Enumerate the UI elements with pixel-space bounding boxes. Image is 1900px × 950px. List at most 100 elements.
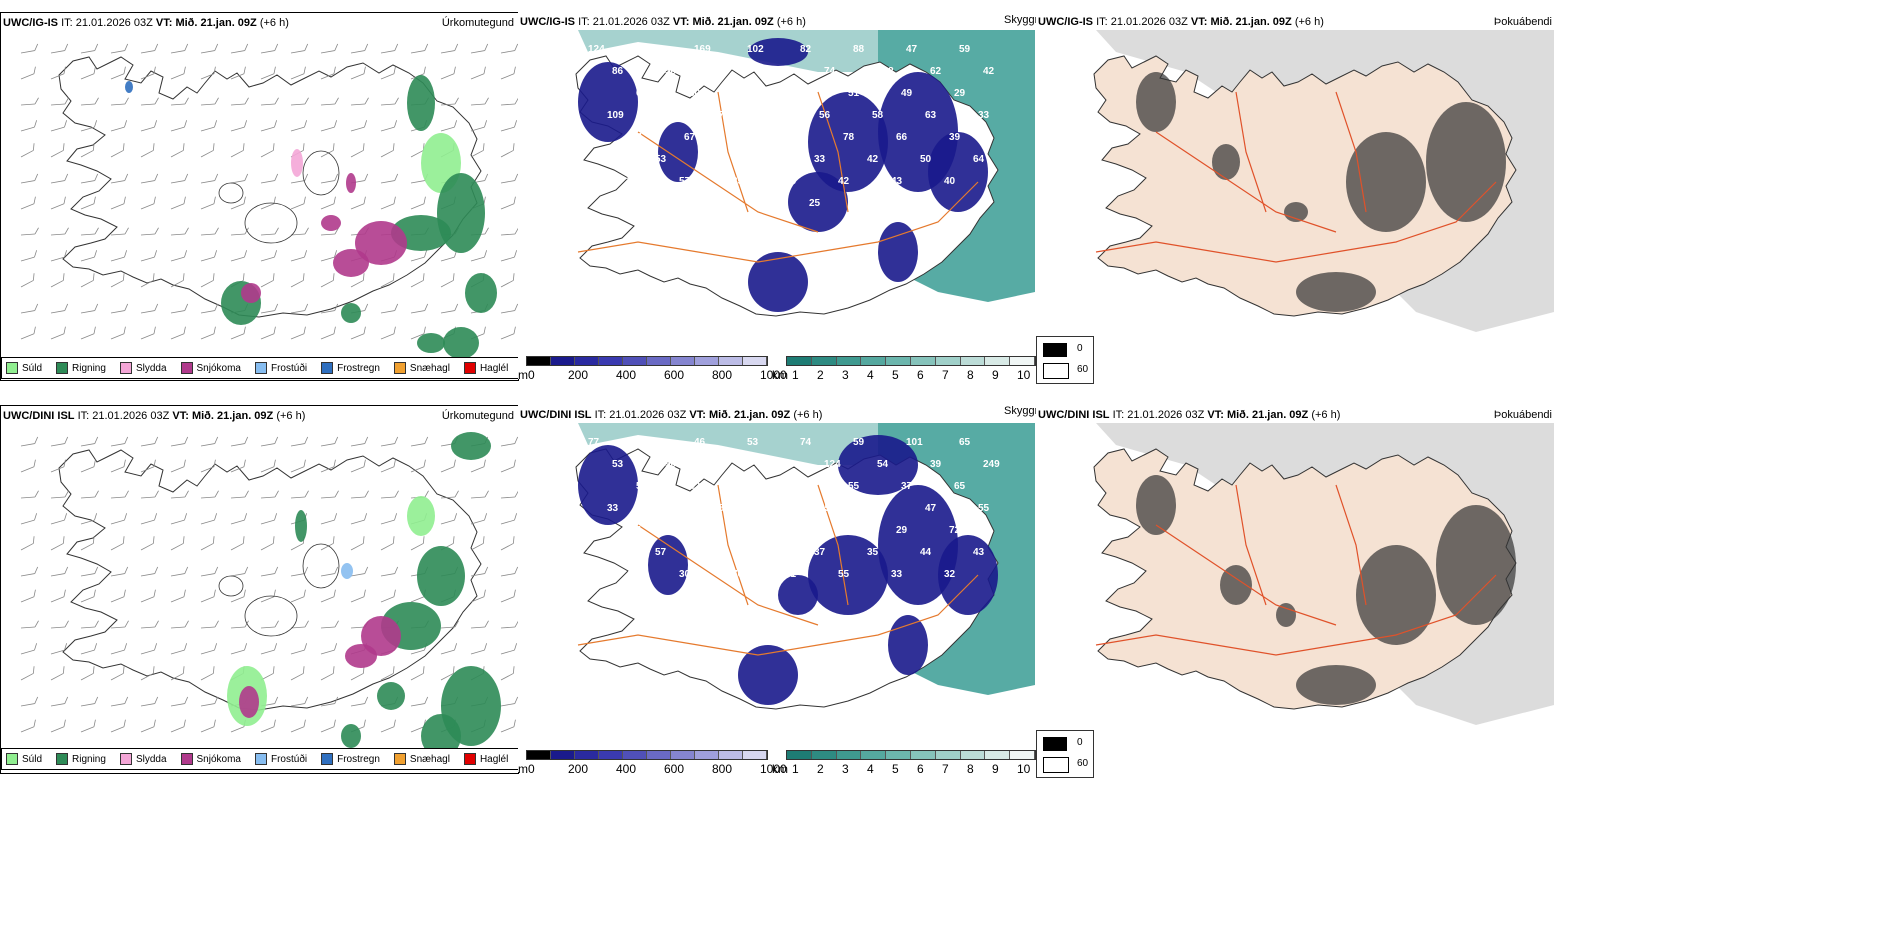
visibility-value: 28 (713, 503, 725, 514)
tick-label: 3 (842, 368, 849, 382)
visibility-value: 53 (612, 459, 624, 470)
visibility-value: 37 (901, 481, 913, 492)
panel-header: UWC/IG-IS IT: 21.01.2026 03Z VT: Mið. 21… (3, 17, 289, 29)
tick-label: 0 (528, 762, 535, 776)
visibility-value: 33 (607, 503, 619, 514)
visibility-value: 67 (684, 132, 696, 143)
tick-label: 6 (917, 368, 924, 382)
visibility-value: 76 (597, 591, 609, 602)
legend-swatch (254, 753, 267, 765)
panel-title: Þokuábendi (1493, 16, 1552, 28)
legend-swatch (254, 362, 267, 374)
tick-label: 2 (817, 368, 824, 382)
visibility-value: 50 (920, 154, 932, 165)
legend-item-frostúði: Frostúði (254, 362, 307, 374)
legend-item-snæhagl: Snæhagl (393, 362, 450, 374)
visibility-value: 47 (925, 503, 937, 514)
visibility-value: 29 (896, 525, 908, 536)
tick-label: 6 (917, 762, 924, 776)
visibility-value: 65 (954, 481, 966, 492)
visibility-value: 63 (925, 110, 937, 121)
visibility-value: 86 (872, 503, 884, 514)
tick-label: 600 (664, 368, 685, 382)
visibility-value: 57 (636, 481, 648, 492)
visibility-value: 49 (901, 88, 913, 99)
visibility-value: 64 (973, 154, 985, 165)
tick-label: 9 (992, 368, 999, 382)
visibility-colorbar-row1: km 1 2 3 4 5 6 7 8 9 10 (772, 356, 1036, 382)
visibility-value: 102 (877, 66, 894, 77)
legend-item-rigning: Rigning (56, 362, 106, 374)
visibility-value: 50 (689, 88, 701, 99)
tick-label: 8 (967, 762, 974, 776)
tick-label: 0 (528, 368, 535, 382)
tick-label: 4 (867, 762, 874, 776)
visibility-value: 53 (747, 437, 759, 448)
visibility-value: 46 (694, 437, 706, 448)
tick-label: 400 (616, 762, 637, 776)
visibility-value: 124 (602, 154, 619, 165)
fog-map-row2 (1036, 423, 1554, 725)
panel-header: UWC/DINI ISL IT: 21.01.2026 03Z VT: Mið.… (3, 410, 306, 422)
legend-item-frostregn: Frostregn (321, 753, 380, 765)
visibility-value: 47 (713, 110, 725, 121)
visibility-value: 42 (689, 481, 701, 492)
visibility-value: 46 (756, 591, 768, 602)
visibility-value: 88 (853, 44, 865, 55)
fog-map-row1 (1036, 30, 1554, 332)
visibility-value: 32 (944, 569, 956, 580)
visibility-value: 37 (761, 154, 773, 165)
visibility-value: 33 (814, 154, 826, 165)
panel-title: Úrkomutegund (441, 410, 514, 422)
visibility-value: 42 (867, 154, 879, 165)
visibility-value: 23 (650, 591, 662, 602)
legend-label: Snjókoma (196, 362, 241, 374)
visibility-value: 31 (742, 88, 754, 99)
tick-label: 10 (1017, 762, 1031, 776)
legend-label: Súld (22, 362, 43, 374)
visibility-value: 33 (978, 110, 990, 121)
visibility-value: 60 (660, 110, 672, 121)
legend-item-snjókoma: Snjókoma (180, 753, 241, 765)
fog-panel-row1: UWC/IG-IS IT: 21.01.2026 03Z VT: Mið. 21… (1036, 12, 1554, 379)
visibility-panel-row2: 77 55 46 53 74 59 101 65 53 90 64 69 124 54 39 249 57 42 6… (518, 405, 1035, 772)
visibility-value: 64 (650, 198, 662, 209)
visibility-value: 42 (626, 569, 638, 580)
tick-label: 1000 (760, 368, 787, 382)
visibility-value: 65 (636, 88, 648, 99)
visibility-value: 124 (588, 44, 605, 55)
visibility-value: 69 (742, 481, 754, 492)
visibility-value: 58 (665, 66, 677, 77)
tick-label: 800 (712, 762, 733, 776)
tick-label: 4 (867, 368, 874, 382)
visibility-value: 29 (954, 88, 966, 99)
visibility-value: 53 (655, 154, 667, 165)
visibility-value: 42 (838, 176, 850, 187)
legend-swatch (180, 362, 193, 374)
legend-swatch (321, 753, 334, 765)
precip-panel-row2: UWC/DINI ISL IT: 21.01.2026 03Z VT: Mið.… (0, 405, 519, 774)
visibility-value: 42 (983, 66, 995, 77)
legend-label: Frostúði (270, 753, 308, 765)
tick-label: 200 (568, 368, 589, 382)
tick-label: 8 (967, 368, 974, 382)
tick-label: 9 (992, 762, 999, 776)
visibility-value: 33 (891, 569, 903, 580)
visibility-value: 124 (824, 459, 841, 470)
legend-swatch (180, 753, 193, 765)
visibility-value: 54 (660, 503, 672, 514)
visibility-value: 74 (800, 437, 812, 448)
visibility-panel-row1: 124 164 169 102 82 88 47 59 86 58 57 79 74 102 62 42 65 5… (518, 12, 1035, 379)
precip-panel-row1: UWC/IG-IS IT: 21.01.2026 03Z VT: Mið. 21… (0, 12, 519, 381)
visibility-value: 59 (853, 437, 865, 448)
legend-swatch (119, 362, 132, 374)
legend-item-slydda: Slydda (119, 753, 167, 765)
legend-label: Slydda (135, 753, 167, 765)
legend-swatch (393, 362, 406, 374)
legend-label: Snæhagl (409, 753, 450, 765)
visibility-value: 66 (896, 132, 908, 143)
visibility-value: 60 (737, 525, 749, 536)
visibility-value: 59 (959, 44, 971, 55)
panel-header: UWC/DINI ISL IT: 21.01.2026 03Z VT: Mið.… (1038, 409, 1341, 421)
tick-label: 7 (942, 762, 949, 776)
